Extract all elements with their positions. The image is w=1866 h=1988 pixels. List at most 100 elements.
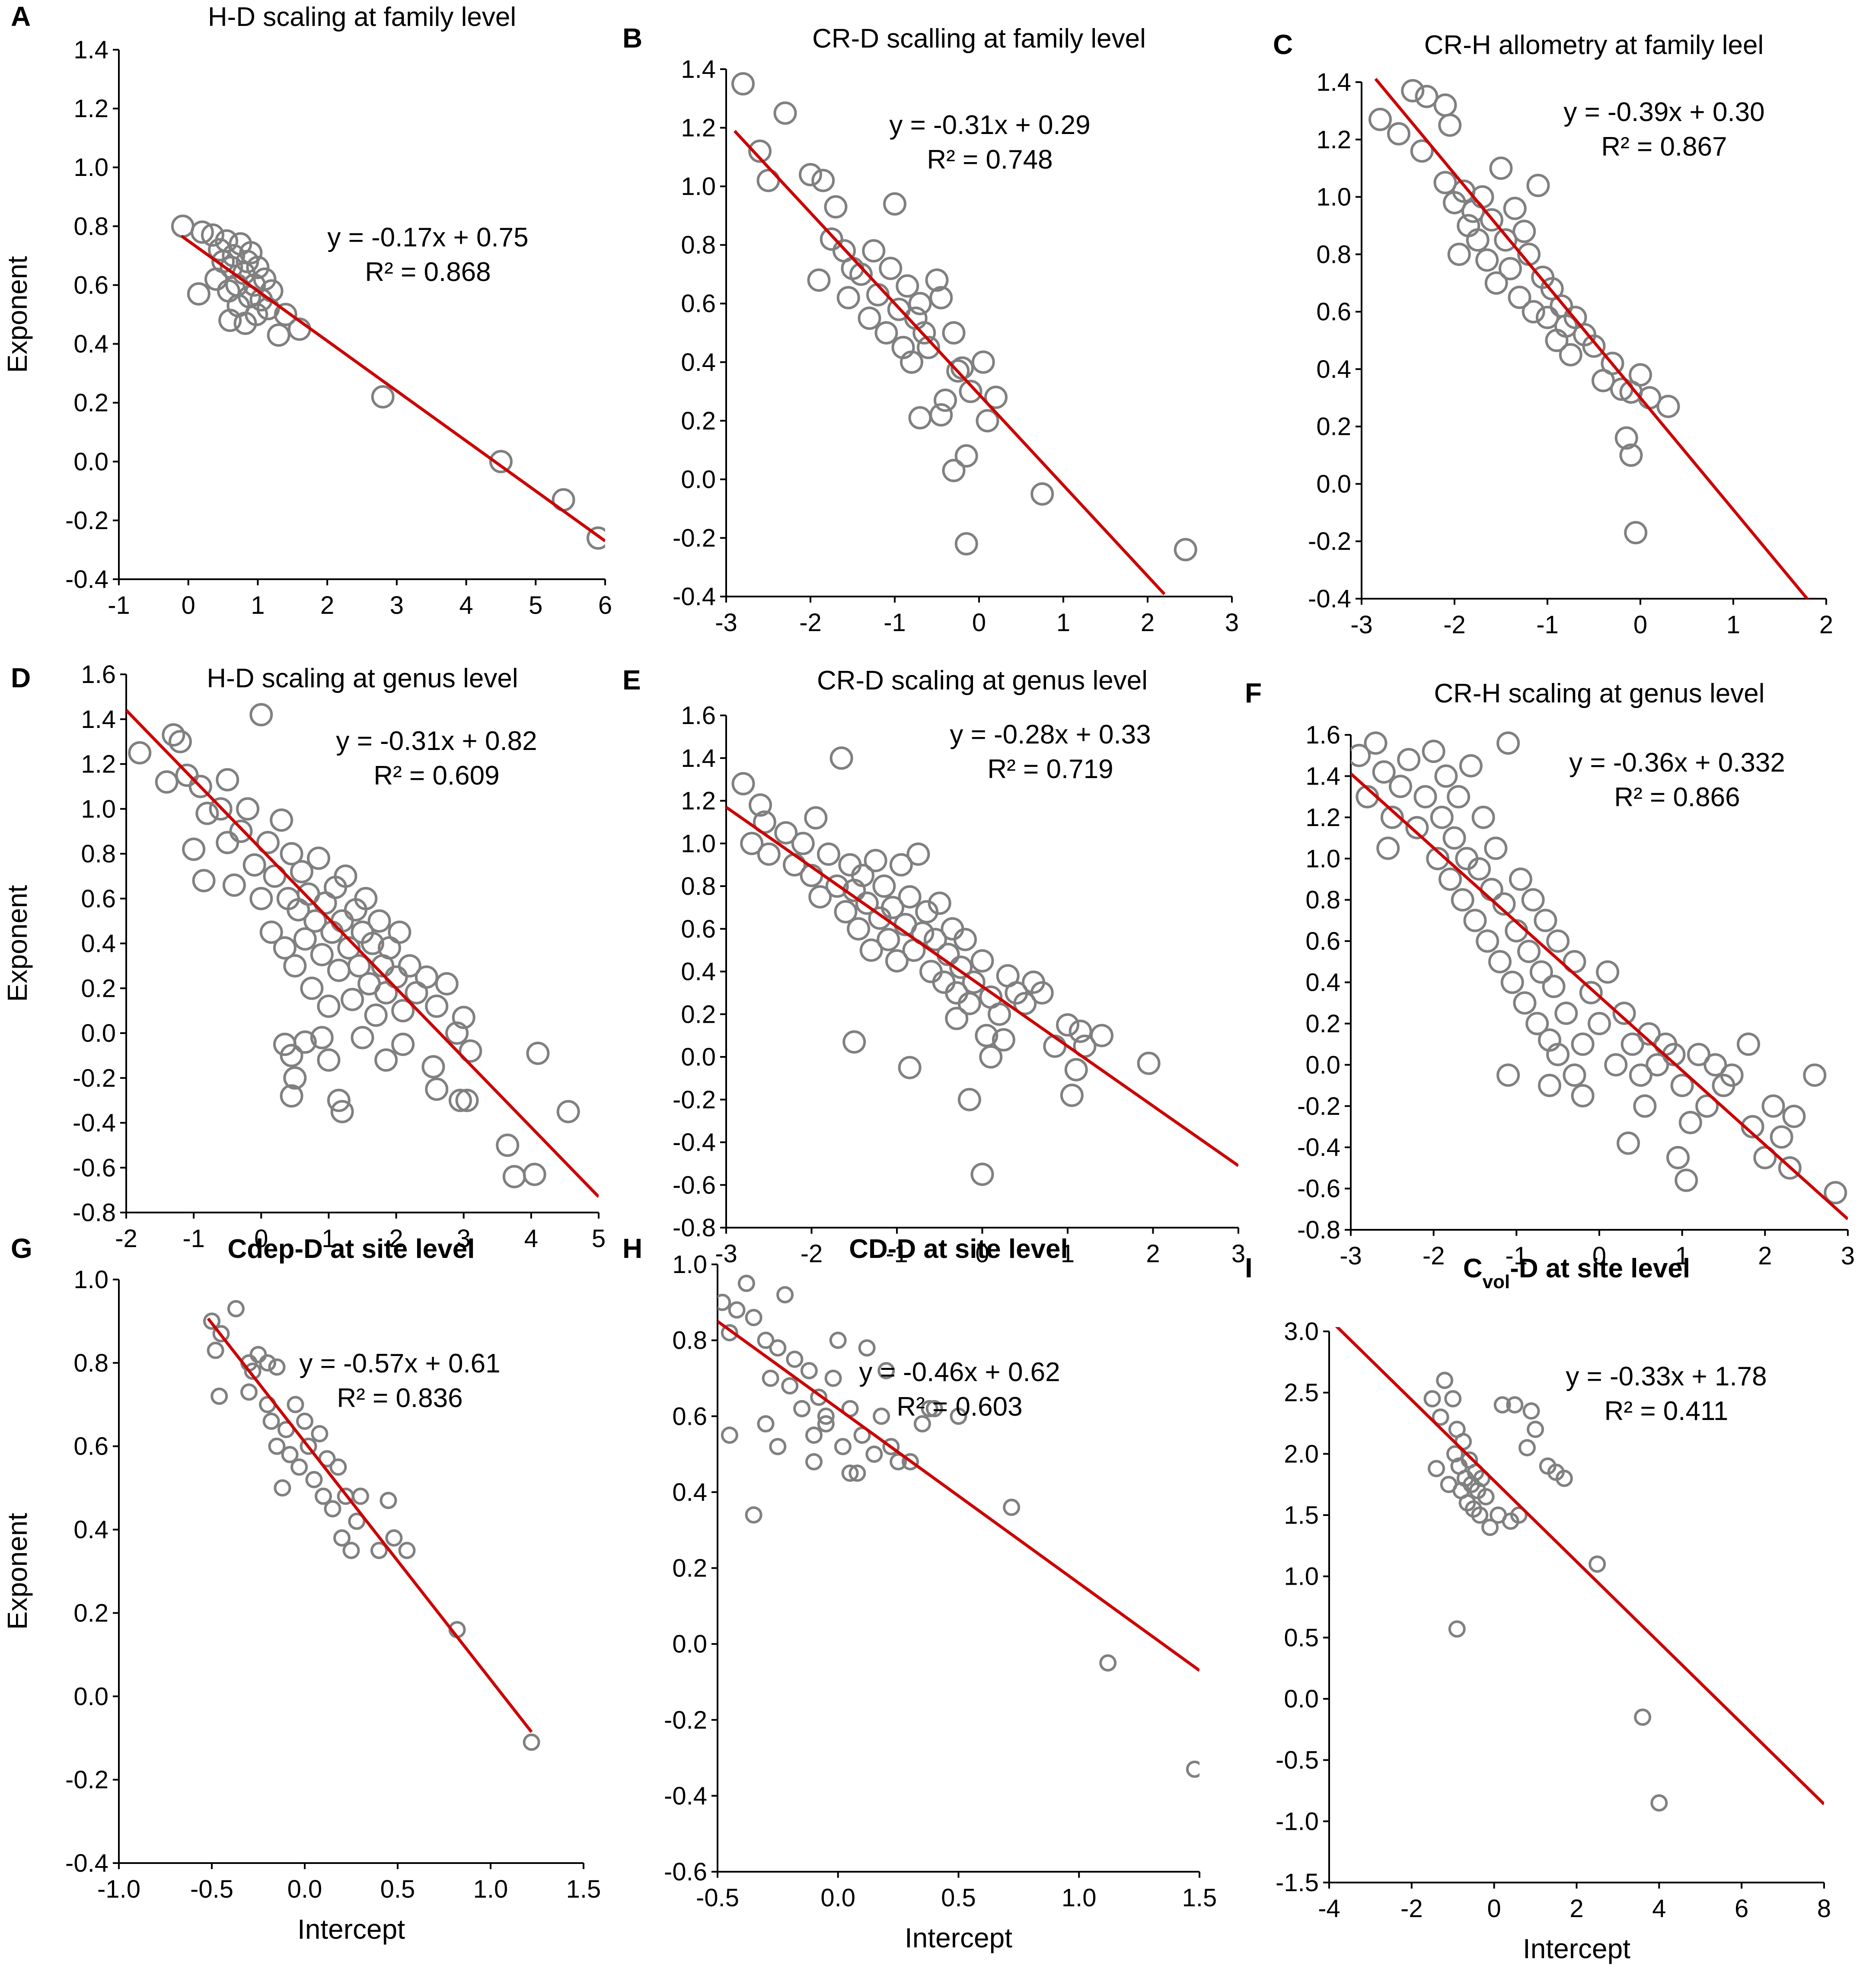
data-point: [1563, 1063, 1586, 1087]
y-tick-label: 0.0: [681, 1043, 716, 1071]
data-point: [917, 335, 940, 359]
data-point: [300, 976, 324, 1000]
x-tick-label: -3: [1340, 1242, 1362, 1270]
data-point: [1506, 1396, 1524, 1414]
y-tick-label: 0.4: [672, 1478, 707, 1506]
y-tick-label: 1.0: [73, 1266, 108, 1294]
y-tick-label: -0.8: [673, 1214, 716, 1242]
y-tick-label: 0.5: [1284, 1624, 1319, 1652]
data-point: [333, 1529, 351, 1547]
x-tick-label: 3: [1225, 609, 1239, 637]
data-point: [1351, 744, 1371, 767]
data-point: [1518, 1439, 1536, 1457]
points-group: [731, 72, 1197, 562]
y-tick-label: 0.8: [1316, 240, 1351, 268]
x-tick-label: 0.0: [820, 1884, 855, 1912]
data-point: [274, 303, 297, 326]
data-point: [1517, 939, 1541, 963]
data-point: [273, 936, 297, 960]
data-point: [242, 853, 266, 877]
x-tick-label: 3: [390, 591, 404, 619]
data-point: [360, 932, 384, 955]
panel-letter: F: [1245, 677, 1262, 708]
data-point: [1500, 970, 1524, 994]
panel-letter: G: [11, 1233, 32, 1264]
data-point: [877, 1362, 895, 1379]
x-tick-label: -3: [715, 609, 737, 637]
data-point: [811, 169, 835, 192]
y-tick-label: 1.0: [672, 1251, 707, 1279]
y-tick-label: -0.6: [673, 1171, 716, 1199]
data-point: [1484, 836, 1508, 860]
data-point: [283, 954, 307, 978]
data-point: [848, 1464, 866, 1482]
regression-equation: y = -0.39x + 0.30: [1563, 97, 1764, 127]
data-point: [1503, 197, 1527, 220]
data-point: [898, 885, 922, 909]
data-point: [347, 954, 371, 978]
x-tick-label: 0: [254, 1225, 268, 1253]
data-point: [1003, 1499, 1021, 1516]
r-squared: R² = 0.603: [896, 1392, 1022, 1422]
data-point: [1477, 1488, 1495, 1506]
data-point: [1761, 1094, 1785, 1118]
data-point: [1546, 929, 1570, 953]
regression-equation: y = -0.33x + 1.78: [1566, 1362, 1767, 1391]
data-point: [274, 1479, 291, 1497]
data-point: [912, 321, 936, 345]
data-point: [928, 891, 951, 915]
data-point: [1521, 888, 1545, 912]
x-tick-label: 6: [598, 591, 612, 619]
x-tick-label: 2: [320, 591, 334, 619]
data-point: [526, 1041, 550, 1065]
regression-line: [726, 806, 1238, 1167]
regression-line: [180, 234, 605, 542]
data-point: [229, 820, 253, 843]
data-point: [906, 842, 930, 866]
data-point: [984, 386, 1008, 409]
data-point: [249, 1346, 267, 1363]
data-point: [858, 306, 881, 330]
data-point: [296, 1412, 313, 1430]
data-point: [398, 1541, 416, 1559]
regression-equation: y = -0.17x + 0.75: [327, 223, 528, 252]
y-tick-label: 1.6: [1305, 721, 1340, 749]
panel-title: CR-D scalling at family level: [812, 24, 1146, 54]
panel-i: I Cvol-D at site level -1.5 -1.0 -0.5 0.0 0.5 1…: [1245, 1252, 1831, 1964]
data-point: [1434, 764, 1458, 788]
data-point: [1536, 306, 1559, 329]
data-point: [1650, 1794, 1668, 1812]
data-point: [1488, 950, 1512, 973]
x-tick-label: -1: [1506, 1242, 1528, 1270]
data-point: [267, 323, 290, 347]
y-tick-label: 1.0: [81, 795, 116, 823]
x-tick-label: 1: [1061, 1240, 1075, 1268]
data-point: [1620, 1032, 1644, 1056]
data-point: [1646, 1053, 1669, 1077]
y-tick-label: 0.8: [73, 1349, 108, 1377]
data-point: [327, 958, 351, 982]
data-point: [391, 1032, 415, 1056]
data-point: [954, 444, 978, 468]
data-point: [1678, 1110, 1702, 1134]
x-tick-label: 2: [1146, 1240, 1160, 1268]
data-point: [1459, 754, 1483, 778]
y-tick-label: 0.4: [681, 348, 716, 377]
data-point: [1030, 981, 1054, 1005]
regression-line: [1351, 772, 1848, 1220]
data-point: [1675, 1168, 1698, 1192]
data-point: [748, 139, 772, 163]
data-point: [1493, 1396, 1511, 1414]
data-point: [367, 909, 391, 933]
data-point: [311, 1425, 329, 1442]
points-group: [731, 746, 1161, 1186]
y-tick-label: -0.6: [664, 1858, 707, 1886]
data-point: [283, 1066, 307, 1090]
data-point: [1509, 867, 1532, 891]
y-tick-label: -0.4: [65, 565, 108, 594]
data-point: [523, 1162, 546, 1186]
y-tick-label: 1.4: [81, 705, 116, 734]
data-point: [817, 1407, 835, 1425]
data-point: [1617, 1131, 1640, 1155]
y-tick-label: 0.8: [672, 1327, 707, 1355]
